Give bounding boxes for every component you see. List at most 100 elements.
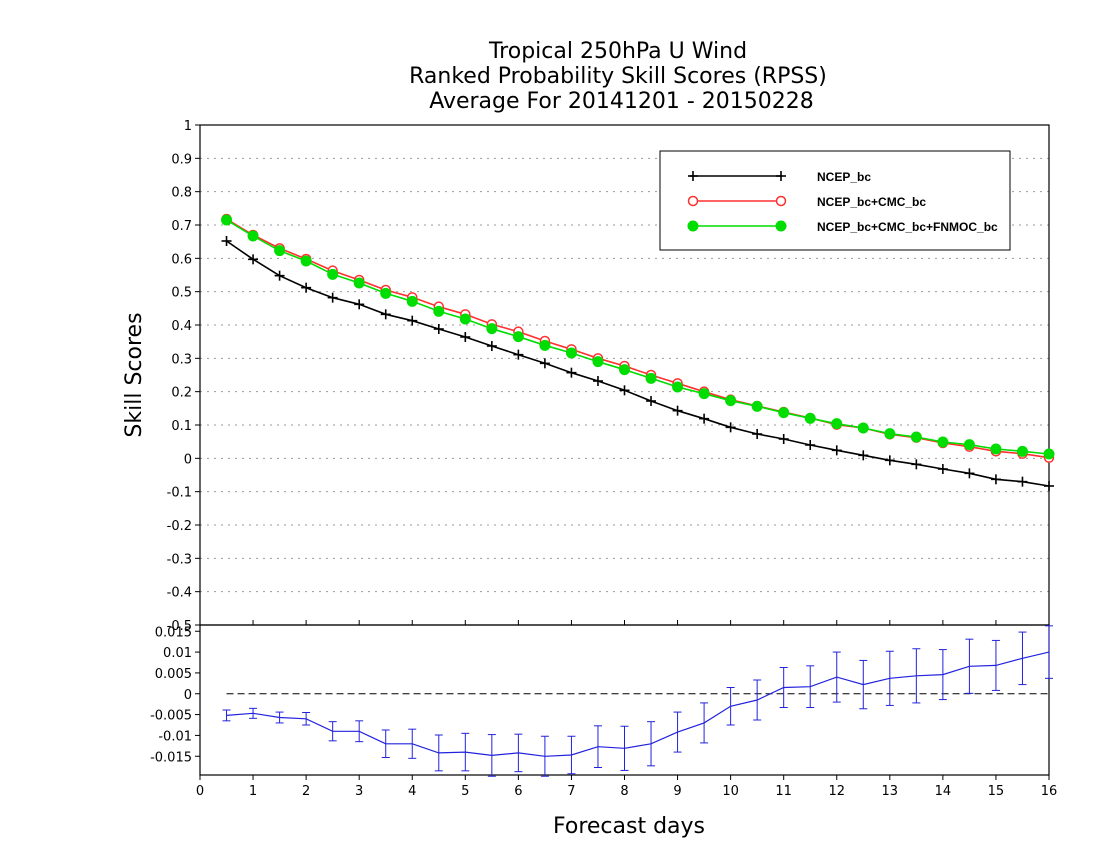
data-point-marker (990, 443, 1002, 455)
series-line (226, 219, 1050, 455)
series-line (226, 651, 1050, 757)
y-tick-label: -0.1 (167, 486, 192, 501)
error-bar (302, 712, 311, 726)
data-point-marker (672, 405, 683, 416)
error-bar (700, 702, 709, 744)
data-point-marker (910, 431, 922, 443)
error-bar (381, 729, 390, 758)
error-bar (620, 725, 629, 771)
y-tick-label: 0.3 (171, 352, 192, 367)
error-bar (779, 667, 788, 708)
x-tick-label: 10 (722, 784, 739, 799)
legend-entry: NCEP_bc+CMC_bc+FNMOC_bc (687, 220, 998, 234)
data-point-marker (699, 413, 710, 424)
y-tick-label: -0.01 (158, 729, 192, 744)
data-point-marker (619, 385, 630, 396)
data-point-marker (486, 323, 498, 335)
y-tick-label: 0.6 (171, 252, 192, 267)
legend-entry: NCEP_bc (688, 170, 871, 184)
legend: NCEP_bc NCEP_bc+CMC_bc NCEP_bc+CMC_bc+FNMO… (659, 150, 1011, 251)
error-bar (408, 728, 417, 759)
x-tick-label: 14 (935, 784, 952, 799)
data-point-marker (566, 367, 577, 378)
x-tick-label: 11 (775, 784, 792, 799)
x-tick-label: 3 (355, 784, 363, 799)
title-line-2: Ranked Probability Skill Scores (RPSS) (409, 64, 827, 89)
x-tick-label: 12 (828, 784, 845, 799)
x-tick-label: 7 (567, 784, 575, 799)
error-bar (355, 720, 364, 743)
data-point-marker (300, 255, 312, 267)
data-point-marker (687, 220, 699, 232)
data-point-marker (327, 268, 339, 280)
data-point-marker (221, 214, 233, 226)
x-tick-label: 13 (882, 784, 899, 799)
data-point-marker (459, 313, 471, 325)
data-point-marker (354, 299, 365, 310)
data-point-marker (221, 236, 232, 246)
data-point-marker (247, 230, 259, 242)
error-bar (1045, 625, 1053, 679)
y-tick-label: -0.005 (150, 709, 192, 724)
y-tick-label: 0.01 (163, 646, 192, 661)
data-point-marker (1017, 476, 1028, 487)
y-tick-label: -0.015 (150, 750, 192, 765)
data-point-marker (1044, 481, 1054, 491)
data-point-marker (646, 396, 657, 406)
data-point-marker (592, 376, 603, 386)
error-bar (885, 650, 894, 706)
data-point-marker (805, 440, 816, 450)
data-point-marker (752, 429, 763, 439)
x-tick-label: 2 (302, 784, 310, 799)
error-bar (275, 711, 284, 724)
y-tick-label: 0.015 (155, 625, 192, 640)
x-tick-label: 9 (673, 784, 681, 799)
series-difference (222, 625, 1053, 777)
y-tick-label: -0.3 (167, 552, 192, 567)
error-bar (593, 725, 602, 768)
y-tick-label: 0.005 (155, 667, 192, 682)
bottom-panel-series (222, 625, 1053, 777)
error-bar (912, 648, 921, 704)
data-point-marker (1016, 445, 1028, 457)
data-point-marker (460, 332, 471, 342)
data-point-marker (433, 305, 445, 317)
error-bar (806, 665, 815, 708)
data-point-marker (688, 171, 698, 181)
error-bar (434, 734, 443, 772)
data-point-marker (698, 388, 710, 400)
y-tick-label: 0.7 (171, 219, 192, 234)
error-bar (647, 721, 656, 767)
title-line-1: Tropical 250hPa U Wind (488, 39, 747, 64)
data-point-marker (963, 439, 975, 451)
title-line-3: Average For 20141201 - 20150228 (422, 89, 814, 114)
data-point-marker (248, 254, 259, 265)
data-point-marker (565, 347, 577, 359)
data-point-marker (831, 418, 843, 430)
y-tick-label: 0 (184, 688, 192, 703)
y-axis-label: Skill Scores (122, 312, 147, 437)
legend-label: NCEP_bc+CMC_bc+FNMOC_bc (817, 220, 998, 234)
y-tick-label: -0.4 (167, 586, 192, 601)
data-point-marker (406, 295, 418, 307)
error-bar (540, 735, 549, 777)
data-point-marker (380, 309, 391, 320)
y-tick-label: 0.5 (171, 286, 192, 301)
series-ncep-bc (221, 236, 1054, 491)
x-axis-label: Forecast days (553, 814, 705, 839)
data-point-marker (884, 428, 896, 440)
series-line (226, 218, 1050, 459)
data-point-marker (775, 195, 787, 207)
chart-title: Tropical 250hPa U Wind Ranked Probabilit… (409, 39, 827, 114)
data-point-marker (911, 459, 922, 470)
y-tick-label: 0.9 (171, 152, 192, 167)
series-line (226, 240, 1050, 487)
y-tick-label: 1 (184, 119, 192, 134)
x-tick-label: 8 (620, 784, 628, 799)
data-point-marker (964, 468, 975, 479)
data-point-marker (776, 171, 786, 181)
error-bar (249, 707, 258, 719)
data-point-marker (433, 324, 444, 334)
data-point-marker (539, 339, 551, 351)
data-point-marker (857, 422, 869, 434)
